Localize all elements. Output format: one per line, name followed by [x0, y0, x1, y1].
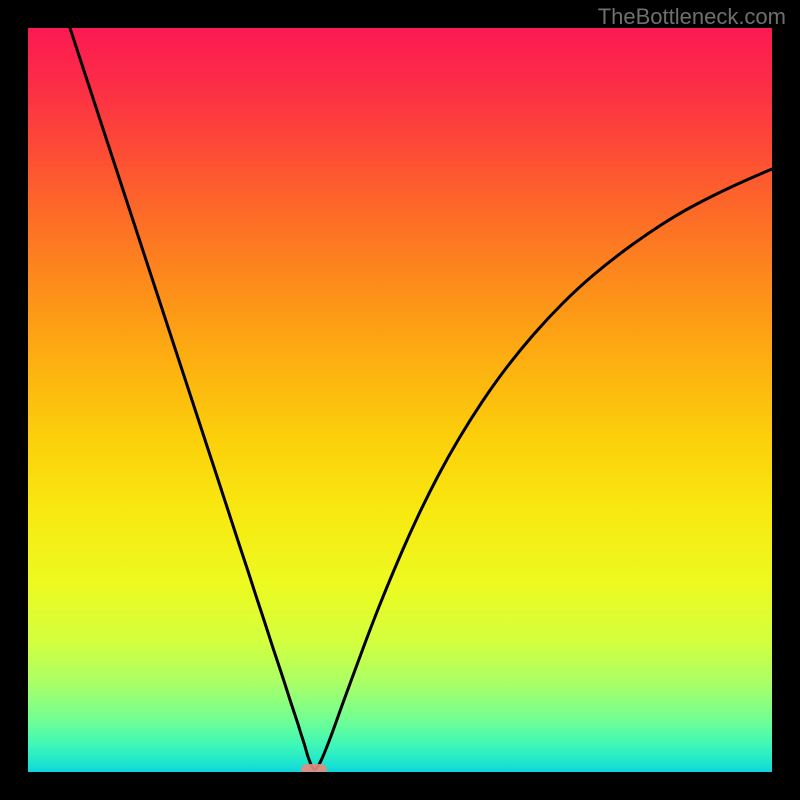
gradient-background [28, 28, 772, 772]
plot-area [28, 28, 772, 772]
chart-frame: TheBottleneck.com [0, 0, 800, 800]
min-marker [301, 764, 327, 772]
watermark-text: TheBottleneck.com [598, 4, 786, 30]
chart-svg [28, 28, 772, 772]
